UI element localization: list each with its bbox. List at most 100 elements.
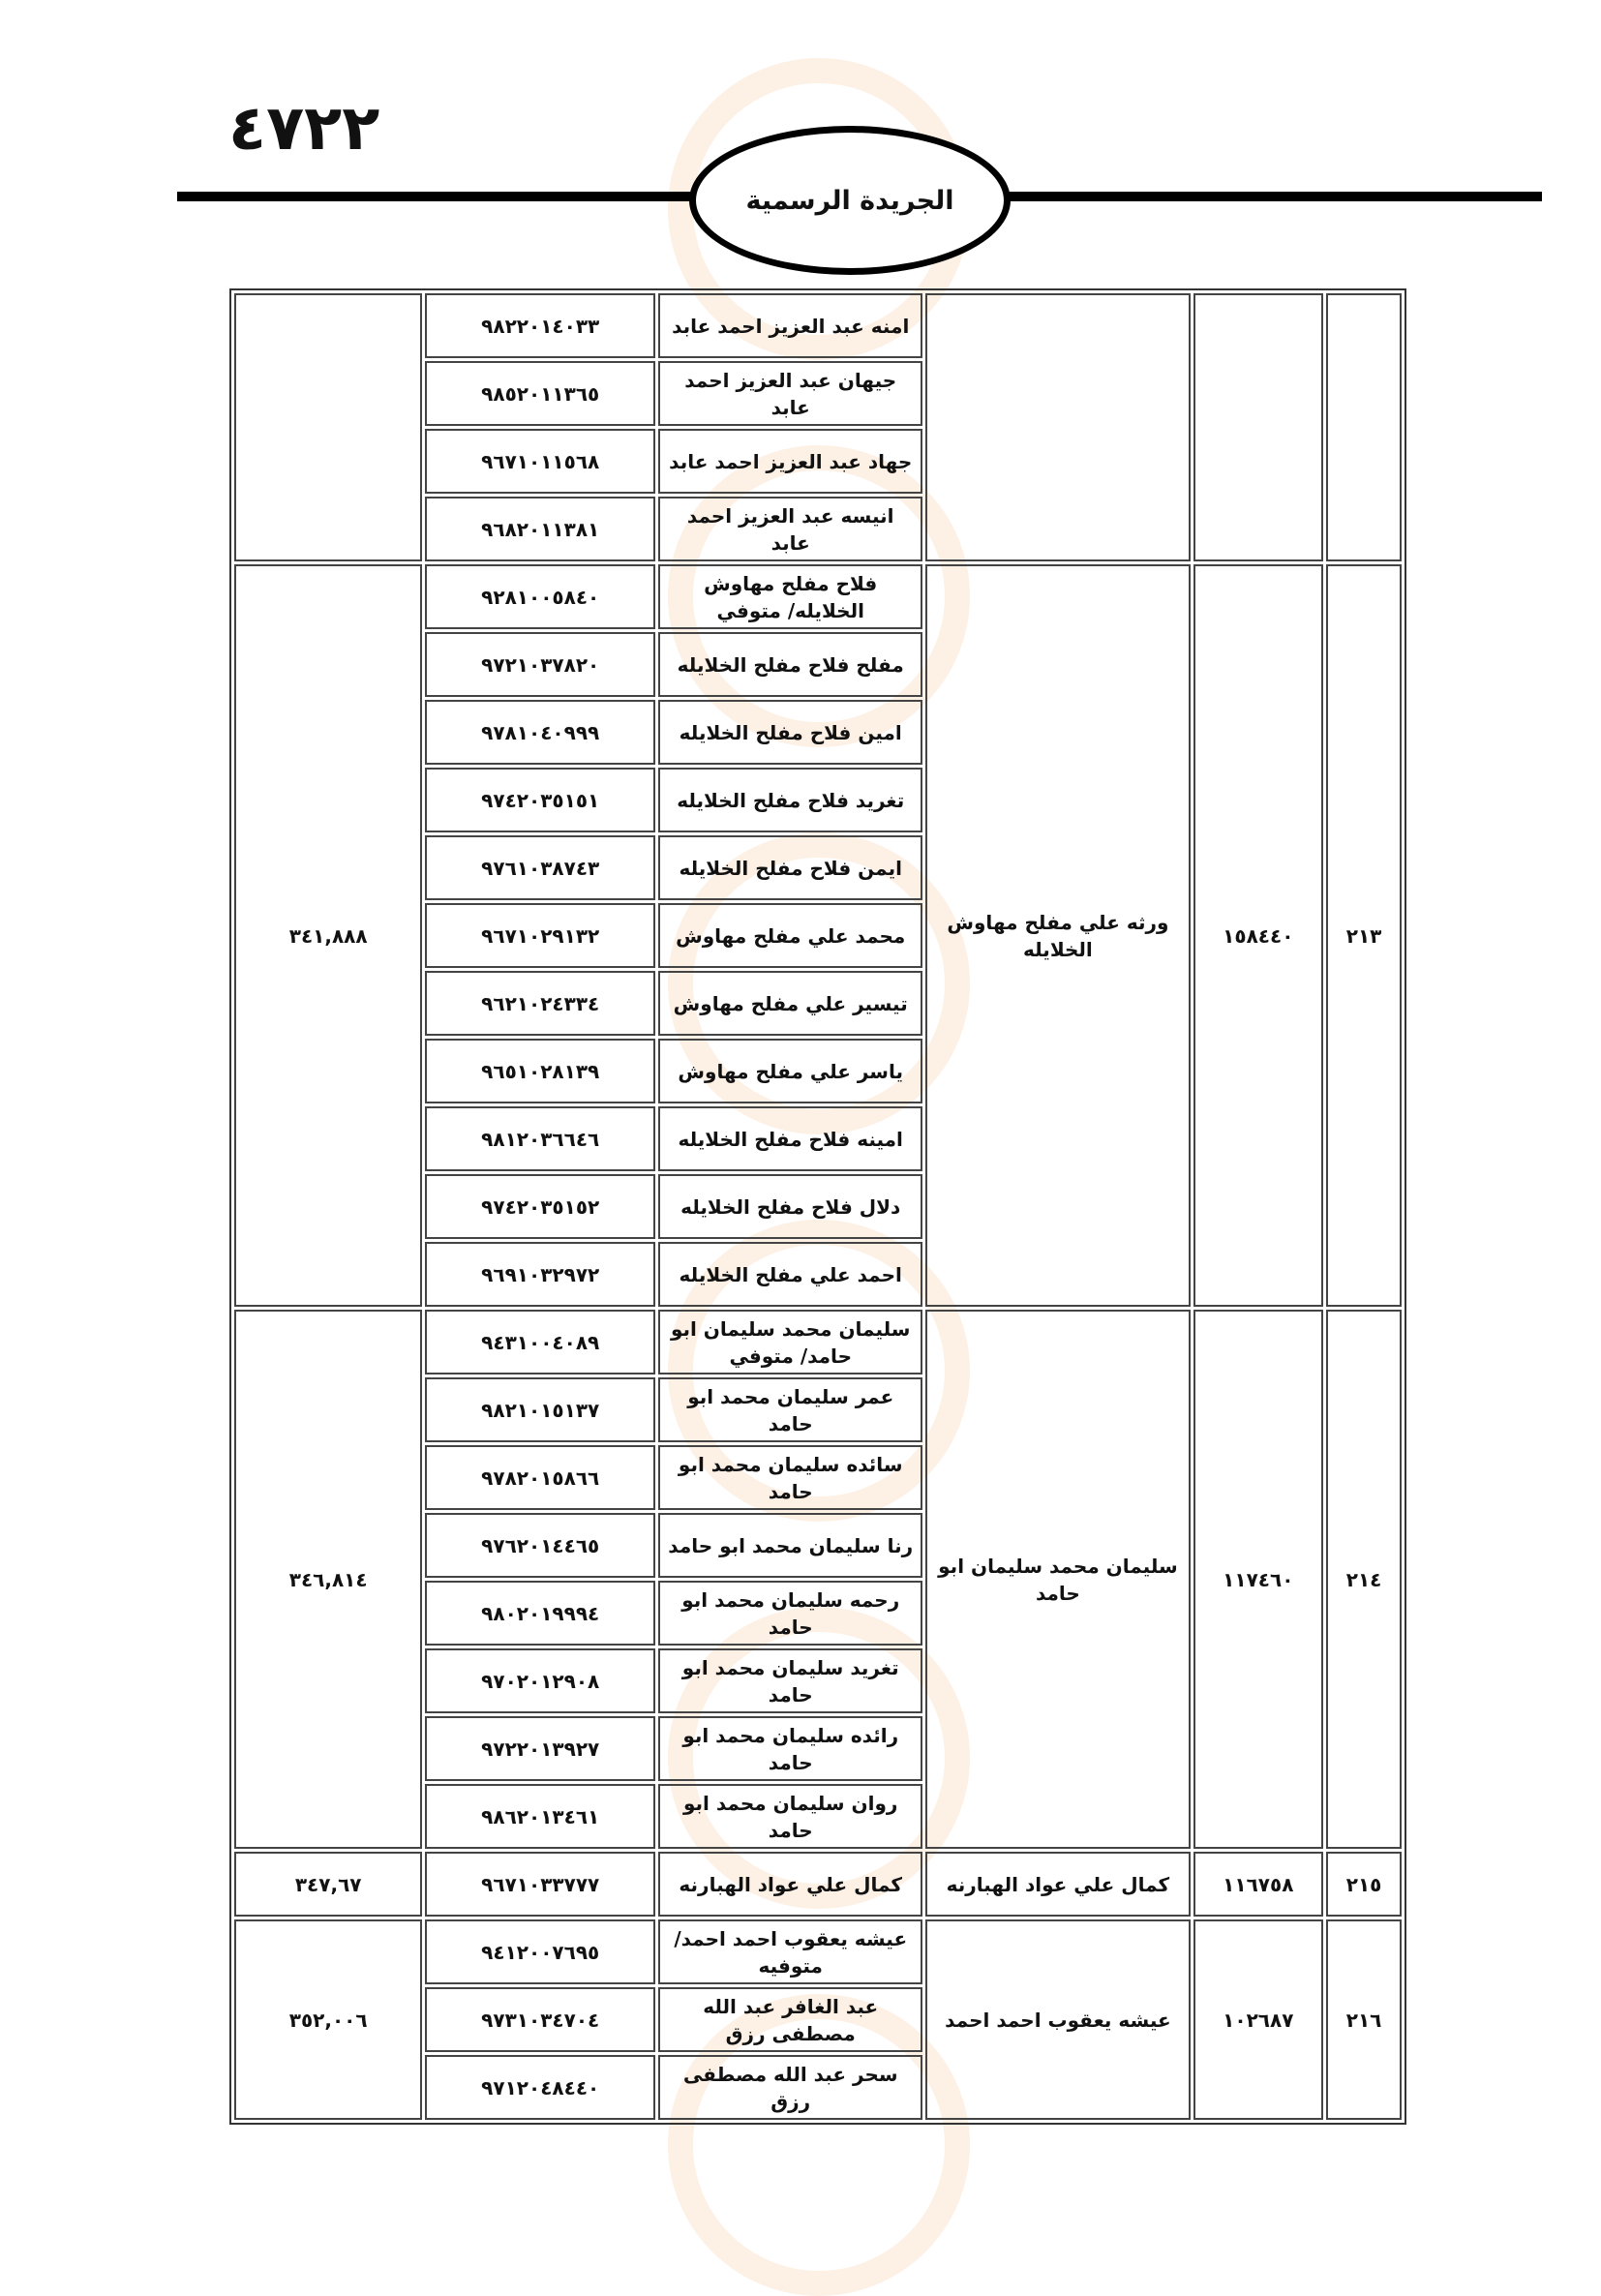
table-row: ٢١٥ ١١٦٧٥٨ كمال علي عواد الهبارنه كمال علي … bbox=[234, 1852, 1402, 1917]
table-row: سحر عبد الله مصطفى رزق ٩٧١٢٠٤٨٤٤٠ bbox=[234, 2055, 1402, 2120]
heir-national-id-cell: ٩٧٨٢٠١٥٨٦٦ bbox=[425, 1445, 656, 1510]
table-row: سائده سليمان محمد ابو حامد ٩٧٨٢٠١٥٨٦٦ bbox=[234, 1445, 1402, 1510]
table-row: رائده سليمان محمد ابو حامد ٩٧٢٢٠١٣٩٢٧ bbox=[234, 1716, 1402, 1781]
heir-national-id-cell: ٩٦٩١٠٣٢٩٧٢ bbox=[425, 1242, 656, 1307]
number-cell bbox=[1193, 293, 1324, 561]
heir-name-cell: انيسه عبد العزيز احمد عابد bbox=[658, 497, 923, 561]
heir-national-id-cell: ٩٤١٢٠٠٧٦٩٥ bbox=[425, 1919, 656, 1984]
heir-name-cell: رحمه سليمان محمد ابو حامد bbox=[658, 1581, 923, 1646]
total-cell: ٣٤٦,٨١٤ bbox=[234, 1310, 423, 1849]
heir-name-cell: دلال فلاح مفلح الخلايله bbox=[658, 1174, 923, 1239]
heir-national-id-cell: ٩٨٠٢٠١٩٩٩٤ bbox=[425, 1581, 656, 1646]
table-row: احمد علي مفلح الخلايله ٩٦٩١٠٣٢٩٧٢ bbox=[234, 1242, 1402, 1307]
table-row: تغريد سليمان محمد ابو حامد ٩٧٠٢٠١٢٩٠٨ bbox=[234, 1648, 1402, 1713]
table-row: تغريد فلاح مفلح الخلايله ٩٧٤٢٠٣٥١٥١ bbox=[234, 768, 1402, 832]
total-cell bbox=[234, 293, 423, 561]
heir-name-cell: عبد الغافر عبد الله مصطفى رزق bbox=[658, 1987, 923, 2052]
heir-national-id-cell: ٩٦٨٢٠١١٣٨١ bbox=[425, 497, 656, 561]
table-row: ايمن فلاح مفلح الخلايله ٩٧٦١٠٣٨٧٤٣ bbox=[234, 835, 1402, 900]
heir-national-id-cell: ٩٧٠٢٠١٢٩٠٨ bbox=[425, 1648, 656, 1713]
heir-national-id-cell: ٩٧٣١٠٣٤٧٠٤ bbox=[425, 1987, 656, 2052]
heir-name-cell: جهاد عبد العزيز احمد عابد bbox=[658, 429, 923, 494]
heir-name-cell: عمر سليمان محمد ابو حامد bbox=[658, 1377, 923, 1442]
heir-national-id-cell: ٩٧١٢٠٤٨٤٤٠ bbox=[425, 2055, 656, 2120]
table-row: مفلح فلاح مفلح الخلايله ٩٧٢١٠٣٧٨٢٠ bbox=[234, 632, 1402, 697]
sequence-cell: ٢١٤ bbox=[1326, 1310, 1402, 1849]
publication-title-ellipse: الجريدة الرسمية bbox=[689, 126, 1011, 275]
heir-name-cell: عيشه يعقوب احمد احمد/ متوفيه bbox=[658, 1919, 923, 1984]
table-row: جيهان عبد العزيز احمد عابد ٩٨٥٢٠١١٣٦٥ bbox=[234, 361, 1402, 426]
publication-title: الجريدة الرسمية bbox=[745, 185, 954, 216]
heir-name-cell: رنا سليمان محمد ابو حامد bbox=[658, 1513, 923, 1578]
heir-national-id-cell: ٩٨٦٢٠١٣٤٦١ bbox=[425, 1784, 656, 1849]
heir-national-id-cell: ٩٧٦٢٠١٤٤٦٥ bbox=[425, 1513, 656, 1578]
heir-name-cell: تغريد سليمان محمد ابو حامد bbox=[658, 1648, 923, 1713]
table-row: رحمه سليمان محمد ابو حامد ٩٨٠٢٠١٩٩٩٤ bbox=[234, 1581, 1402, 1646]
heir-national-id-cell: ٩٦٧١٠٢٩١٣٢ bbox=[425, 903, 656, 968]
heir-name-cell: امنه عبد العزيز احمد عابد bbox=[658, 293, 923, 358]
sequence-cell bbox=[1326, 293, 1402, 561]
heir-name-cell: تيسير علي مفلح مهاوش bbox=[658, 971, 923, 1036]
heir-name-cell: ياسر علي مفلح مهاوش bbox=[658, 1039, 923, 1103]
number-cell: ١٥٨٤٤٠ bbox=[1193, 564, 1324, 1307]
heir-national-id-cell: ٩٧٢٢٠١٣٩٢٧ bbox=[425, 1716, 656, 1781]
heir-name-cell: مفلح فلاح مفلح الخلايله bbox=[658, 632, 923, 697]
table-row: روان سليمان محمد ابو حامد ٩٨٦٢٠١٣٤٦١ bbox=[234, 1784, 1402, 1849]
heir-national-id-cell: ٩٧٨١٠٤٠٩٩٩ bbox=[425, 700, 656, 765]
number-cell: ١٠٢٦٨٧ bbox=[1193, 1919, 1324, 2120]
heir-national-id-cell: ٩٨٥٢٠١١٣٦٥ bbox=[425, 361, 656, 426]
owner-name-cell: ورثه علي مفلح مهاوش الخلايله bbox=[925, 564, 1191, 1307]
table-row: عبد الغافر عبد الله مصطفى رزق ٩٧٣١٠٣٤٧٠٤ bbox=[234, 1987, 1402, 2052]
table-row: محمد علي مفلح مهاوش ٩٦٧١٠٢٩١٣٢ bbox=[234, 903, 1402, 968]
heir-national-id-cell: ٩٦٧١٠١١٥٦٨ bbox=[425, 429, 656, 494]
table-row: رنا سليمان محمد ابو حامد ٩٧٦٢٠١٤٤٦٥ bbox=[234, 1513, 1402, 1578]
total-cell: ٣٤٧,٦٧ bbox=[234, 1852, 423, 1917]
table-row: جهاد عبد العزيز احمد عابد ٩٦٧١٠١١٥٦٨ bbox=[234, 429, 1402, 494]
table-row: امينه فلاح مفلح الخلايله ٩٨١٢٠٣٦٦٤٦ bbox=[234, 1106, 1402, 1171]
table-row: ٢١٣ ١٥٨٤٤٠ ورثه علي مفلح مهاوش الخلايله فلا… bbox=[234, 564, 1402, 1307]
heir-national-id-cell: ٩٤٣١٠٠٤٠٨٩ bbox=[425, 1310, 656, 1375]
table-row: امنه عبد العزيز احمد عابد ٩٨٢٢٠١٤٠٣٣ bbox=[234, 293, 1402, 561]
owner-name-cell: عيشه يعقوب احمد احمد bbox=[925, 1919, 1191, 2120]
table-row: ياسر علي مفلح مهاوش ٩٦٥١٠٢٨١٣٩ bbox=[234, 1039, 1402, 1103]
table-row: عمر سليمان محمد ابو حامد ٩٨٢١٠١٥١٣٧ bbox=[234, 1377, 1402, 1442]
heir-name-cell: كمال علي عواد الهبارنه bbox=[658, 1852, 923, 1917]
sequence-cell: ٢١٦ bbox=[1326, 1919, 1402, 2120]
heir-name-cell: سحر عبد الله مصطفى رزق bbox=[658, 2055, 923, 2120]
table-row: انيسه عبد العزيز احمد عابد ٩٦٨٢٠١١٣٨١ bbox=[234, 497, 1402, 561]
sequence-cell: ٢١٥ bbox=[1326, 1852, 1402, 1917]
heir-name-cell: احمد علي مفلح الخلايله bbox=[658, 1242, 923, 1307]
heir-national-id-cell: ٩٨٢١٠١٥١٣٧ bbox=[425, 1377, 656, 1442]
number-cell: ١١٧٤٦٠ bbox=[1193, 1310, 1324, 1849]
heir-name-cell: سائده سليمان محمد ابو حامد bbox=[658, 1445, 923, 1510]
heir-national-id-cell: ٩٦٢١٠٢٤٣٣٤ bbox=[425, 971, 656, 1036]
number-cell: ١١٦٧٥٨ bbox=[1193, 1852, 1324, 1917]
total-cell: ٣٥٢,٠٠٦ bbox=[234, 1919, 423, 2120]
owner-name-cell: سليمان محمد سليمان ابو حامد bbox=[925, 1310, 1191, 1849]
sequence-cell: ٢١٣ bbox=[1326, 564, 1402, 1307]
heir-name-cell: ايمن فلاح مفلح الخلايله bbox=[658, 835, 923, 900]
table-row: تيسير علي مفلح مهاوش ٩٦٢١٠٢٤٣٣٤ bbox=[234, 971, 1402, 1036]
heirs-table: امنه عبد العزيز احمد عابد ٩٨٢٢٠١٤٠٣٣ جيهان… bbox=[229, 288, 1406, 2125]
heir-name-cell: رائده سليمان محمد ابو حامد bbox=[658, 1716, 923, 1781]
heir-national-id-cell: ٩٨١٢٠٣٦٦٤٦ bbox=[425, 1106, 656, 1171]
heir-national-id-cell: ٩٧٦١٠٣٨٧٤٣ bbox=[425, 835, 656, 900]
heir-name-cell: تغريد فلاح مفلح الخلايله bbox=[658, 768, 923, 832]
heir-national-id-cell: ٩٧٤٢٠٣٥١٥١ bbox=[425, 768, 656, 832]
heir-name-cell: امينه فلاح مفلح الخلايله bbox=[658, 1106, 923, 1171]
heir-name-cell: روان سليمان محمد ابو حامد bbox=[658, 1784, 923, 1849]
heir-national-id-cell: ٩٢٨١٠٠٥٨٤٠ bbox=[425, 564, 656, 629]
table-row: ٢١٦ ١٠٢٦٨٧ عيشه يعقوب احمد احمد عيشه يعقوب … bbox=[234, 1919, 1402, 2120]
heir-name-cell: فلاح مفلح مهاوش الخلايله/ متوفي bbox=[658, 564, 923, 629]
heir-name-cell: امين فلاح مفلح الخلايله bbox=[658, 700, 923, 765]
page-number: ٤٧٢٢ bbox=[228, 93, 380, 165]
heir-national-id-cell: ٩٧٤٢٠٣٥١٥٢ bbox=[425, 1174, 656, 1239]
total-cell: ٣٤١,٨٨٨ bbox=[234, 564, 423, 1307]
heir-national-id-cell: ٩٦٥١٠٢٨١٣٩ bbox=[425, 1039, 656, 1103]
table-row: دلال فلاح مفلح الخلايله ٩٧٤٢٠٣٥١٥٢ bbox=[234, 1174, 1402, 1239]
heir-national-id-cell: ٩٨٢٢٠١٤٠٣٣ bbox=[425, 293, 656, 358]
owner-name-cell: كمال علي عواد الهبارنه bbox=[925, 1852, 1191, 1917]
heir-name-cell: جيهان عبد العزيز احمد عابد bbox=[658, 361, 923, 426]
table-row: امين فلاح مفلح الخلايله ٩٧٨١٠٤٠٩٩٩ bbox=[234, 700, 1402, 765]
heir-name-cell: سليمان محمد سليمان ابو حامد/ متوفي bbox=[658, 1310, 923, 1375]
